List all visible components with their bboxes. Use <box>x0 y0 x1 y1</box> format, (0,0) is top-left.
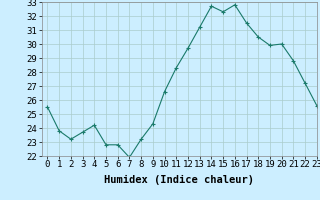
X-axis label: Humidex (Indice chaleur): Humidex (Indice chaleur) <box>104 175 254 185</box>
